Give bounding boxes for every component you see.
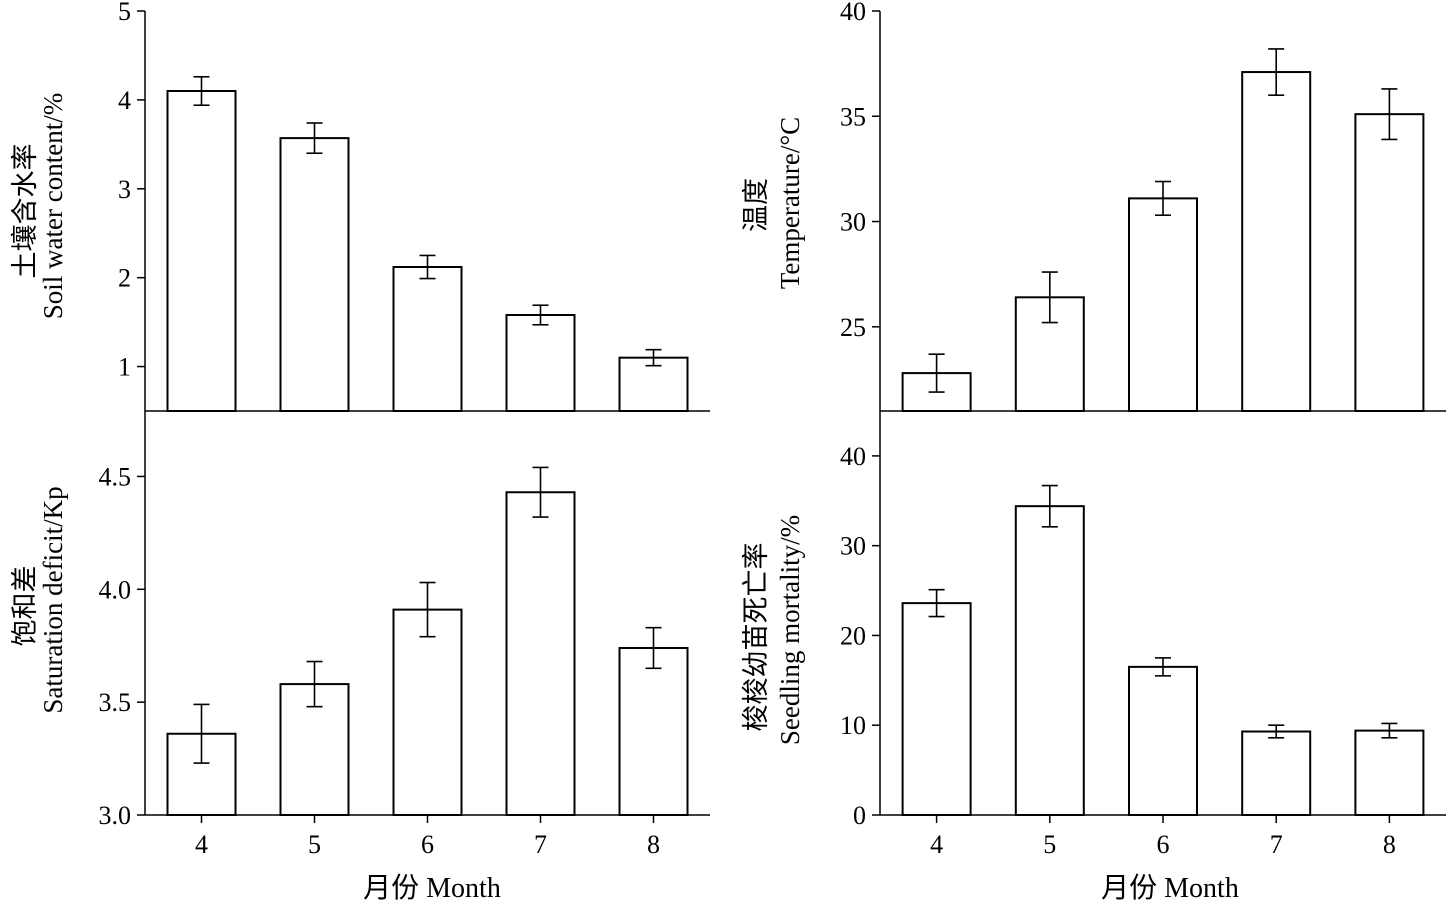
y-axis-title-soil-en: Soil water content/% bbox=[38, 93, 68, 319]
temperature-bar-6 bbox=[1128, 197, 1198, 412]
mortality-bar-7 bbox=[1241, 730, 1312, 816]
mortality-x-tick-label: 8 bbox=[1383, 830, 1396, 859]
mortality-x-tick-label: 5 bbox=[1043, 830, 1056, 859]
soil-y-tick-label: 5 bbox=[118, 0, 131, 26]
saturation-bar-7 bbox=[505, 491, 576, 816]
mortality-y-tick-label: 0 bbox=[853, 801, 866, 830]
saturation-x-tick-label: 6 bbox=[421, 830, 434, 859]
temperature-y-tick-label: 30 bbox=[840, 208, 866, 237]
mortality-x-tick-label: 4 bbox=[930, 830, 943, 859]
saturation-x-tick-label: 5 bbox=[308, 830, 321, 859]
soil-y-tick-label: 1 bbox=[118, 353, 131, 382]
y-axis-title-mortality-cn: 梭梭幼苗死亡率 bbox=[741, 543, 771, 732]
soil-bar-4 bbox=[166, 90, 237, 412]
soil-bar-5 bbox=[279, 137, 350, 412]
soil-bar-6 bbox=[392, 266, 463, 412]
mortality-x-tick-label: 7 bbox=[1270, 830, 1283, 859]
panel-saturation-deficit: 饱和差 Saturation deficit/Kp 3.0 3.5 4.0 4.5 4 5… bbox=[10, 411, 710, 859]
panel-soil-water-content: 土壤含水率 Soil water content/% 1 2 3 4 5 bbox=[10, 0, 710, 412]
saturation-y-tick-label: 3.5 bbox=[99, 688, 132, 717]
y-axis-title-temperature-en: Temperature/°C bbox=[775, 117, 805, 289]
mortality-y-tick-label: 30 bbox=[840, 532, 866, 561]
mortality-bar-4 bbox=[901, 602, 972, 816]
x-axis-title-left: 月份 Month bbox=[363, 872, 501, 904]
soil-bar-7 bbox=[505, 314, 576, 412]
temperature-y-tick-label: 40 bbox=[840, 0, 866, 26]
temperature-bar-8 bbox=[1354, 113, 1425, 412]
soil-y-tick-label: 4 bbox=[118, 86, 131, 115]
soil-y-tick-label: 2 bbox=[118, 264, 131, 293]
saturation-bar-6 bbox=[392, 608, 463, 816]
mortality-x-tick-label: 6 bbox=[1157, 830, 1170, 859]
mortality-bar-5 bbox=[1014, 505, 1085, 816]
saturation-x-tick-label: 4 bbox=[195, 830, 208, 859]
saturation-y-tick-label: 4.0 bbox=[99, 575, 132, 604]
temperature-y-tick-label: 25 bbox=[840, 313, 866, 342]
soil-y-tick-label: 3 bbox=[118, 175, 131, 204]
saturation-x-tick-label: 8 bbox=[647, 830, 660, 859]
mortality-y-tick-label: 10 bbox=[840, 711, 866, 740]
y-axis-title-temperature-cn: 温度 bbox=[741, 178, 771, 232]
saturation-x-tick-label: 7 bbox=[534, 830, 547, 859]
y-axis-title-mortality-en: Seedling mortality/% bbox=[775, 515, 805, 745]
y-axis-title-saturation-en: Saturation deficit/Kp bbox=[38, 486, 68, 713]
panel-temperature: 温度 Temperature/°C 25 30 35 40 bbox=[741, 0, 1446, 413]
temperature-y-tick-label: 35 bbox=[840, 102, 866, 131]
mortality-bar-8 bbox=[1354, 729, 1425, 816]
mortality-bar-6 bbox=[1128, 665, 1198, 816]
saturation-bar-8 bbox=[618, 646, 689, 816]
mortality-y-tick-label: 20 bbox=[840, 621, 866, 650]
y-axis-title-soil-cn: 土壤含水率 bbox=[10, 144, 40, 279]
temperature-bar-7 bbox=[1241, 71, 1312, 412]
saturation-y-tick-label: 4.5 bbox=[99, 462, 132, 491]
saturation-y-tick-label: 3.0 bbox=[99, 801, 132, 830]
x-axis-title-right: 月份 Month bbox=[1101, 872, 1239, 904]
mortality-y-tick-label: 40 bbox=[840, 442, 866, 471]
panel-seedling-mortality: 梭梭幼苗死亡率 Seedling mortality/% 0 10 20 30 40 4 5… bbox=[741, 411, 1446, 859]
y-axis-title-saturation-cn: 饱和差 bbox=[10, 566, 40, 647]
